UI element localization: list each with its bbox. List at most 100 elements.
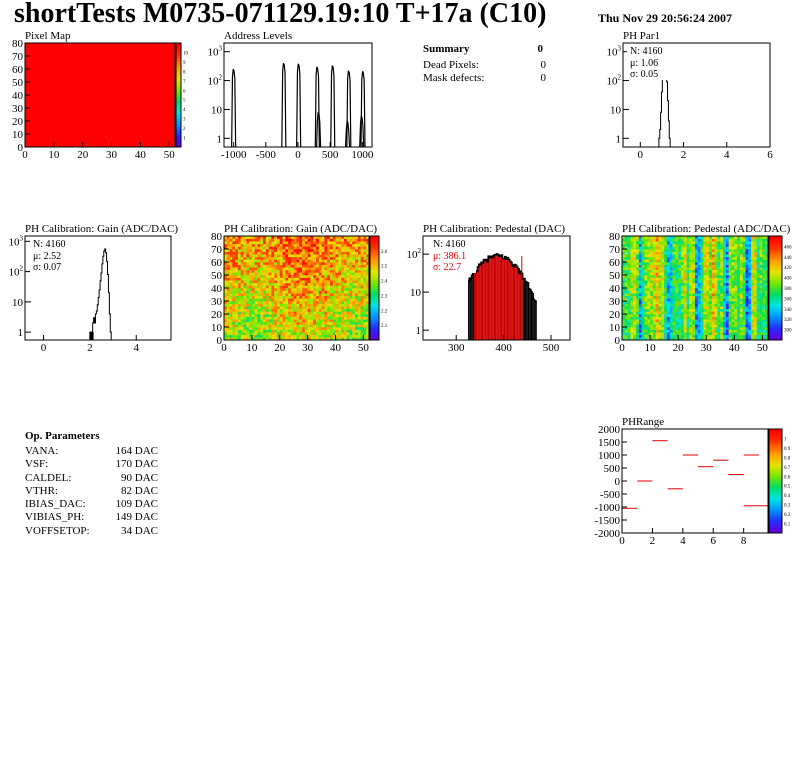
heatmap-cell [669,249,673,252]
heatmap-cell [246,311,250,315]
x-tick-label: 6 [767,149,773,161]
heatmap-cell [260,256,264,260]
heatmap-cell [650,311,654,315]
heatmap-cell [759,332,763,336]
heatmap-cell [753,259,758,263]
heatmap-cell [268,293,272,297]
heatmap-cell [689,321,693,325]
heatmap-cell [316,316,320,320]
heatmap-cell [683,280,687,284]
heatmap-cell [349,262,353,265]
heatmap-cell [237,262,242,265]
heatmap-cell [756,303,760,307]
y-tick-label: 30 [609,296,621,308]
heatmap-cell [357,259,361,263]
heatmap-cell [285,308,289,312]
heatmap-cell [279,275,283,278]
heatmap-cell [316,319,320,323]
heatmap-cell [731,264,735,268]
heatmap-cell [759,316,763,320]
heatmap-cell [697,319,701,323]
heatmap-cell [299,334,303,338]
heatmap-cell [647,275,651,278]
heatmap-cell [641,308,645,312]
heatmap-cell [249,321,253,325]
heatmap-cell [349,337,353,341]
heatmap-cell [224,267,228,271]
colorbar-segment [176,76,181,80]
heatmap-cell [737,295,741,299]
heatmap-cell [700,303,704,307]
heatmap-cell [692,259,696,263]
heatmap-cell [734,277,738,281]
heatmap-cell [695,259,699,263]
heatmap-cell [641,251,645,255]
heatmap-cell [307,262,311,265]
heatmap-cell [338,324,342,328]
heatmap-cell [678,334,682,338]
colorbar-segment [769,303,782,307]
heatmap-cell [318,269,322,273]
heatmap-cell [745,277,749,281]
heatmap-cell [728,264,732,268]
heatmap-cell [622,324,626,328]
heatmap-cell [363,316,367,320]
heatmap-cell [296,321,300,325]
heatmap-cell [271,321,275,325]
heatmap-cell [307,327,311,330]
heatmap-cell [257,262,261,265]
heatmap-cell [627,316,631,320]
heatmap-cell [341,285,345,289]
heatmap-cell [232,249,236,252]
heatmap-cell [279,332,283,336]
heatmap-cell [224,262,228,265]
heatmap-cell [235,254,239,258]
heatmap-cell [695,243,699,247]
heatmap-cell [363,259,367,263]
heatmap-cell [700,314,704,317]
heatmap-cell [321,332,325,336]
heatmap-cell [229,236,233,239]
heatmap-cell [658,267,662,271]
heatmap-cell [652,251,656,255]
heatmap-cell [666,280,671,284]
heatmap-cell [652,314,656,317]
heatmap-cell [630,246,634,250]
heatmap-cell [327,334,331,338]
heatmap-cell [627,275,631,278]
heatmap-cell [343,280,347,284]
heatmap-cell [276,249,281,252]
heatmap-cell [683,316,687,320]
heatmap-cell [318,293,322,297]
heatmap-cell [318,241,322,245]
heatmap-cell [622,311,626,315]
heatmap-cell [265,236,269,239]
heatmap-cell [290,329,295,333]
heatmap-cell [731,314,735,317]
heatmap-cell [669,280,673,284]
heatmap-cell [293,329,297,333]
heatmap-cell [316,285,320,289]
heatmap-cell [672,254,676,258]
heatmap-cell [753,254,758,258]
heatmap-cell [276,267,281,271]
heatmap-cell [366,280,370,284]
heatmap-cell [355,332,359,336]
heatmap-cell [271,282,275,286]
heatmap-cell [622,295,626,299]
heatmap-cell [254,298,258,302]
heatmap-cell [759,254,763,258]
heatmap-cell [310,308,314,312]
heatmap-cell [310,332,314,336]
heatmap-cell [257,301,261,304]
heatmap-cell [355,290,359,294]
heatmap-cell [332,293,336,297]
heatmap-cell [271,249,275,252]
heatmap-cell [304,298,308,302]
x-tick-label: 8 [741,535,747,547]
heatmap-cell [232,311,236,315]
heatmap-cell [341,316,345,320]
heatmap-cell [661,290,665,294]
heatmap-cell [274,246,278,250]
heatmap-cell [706,243,710,247]
